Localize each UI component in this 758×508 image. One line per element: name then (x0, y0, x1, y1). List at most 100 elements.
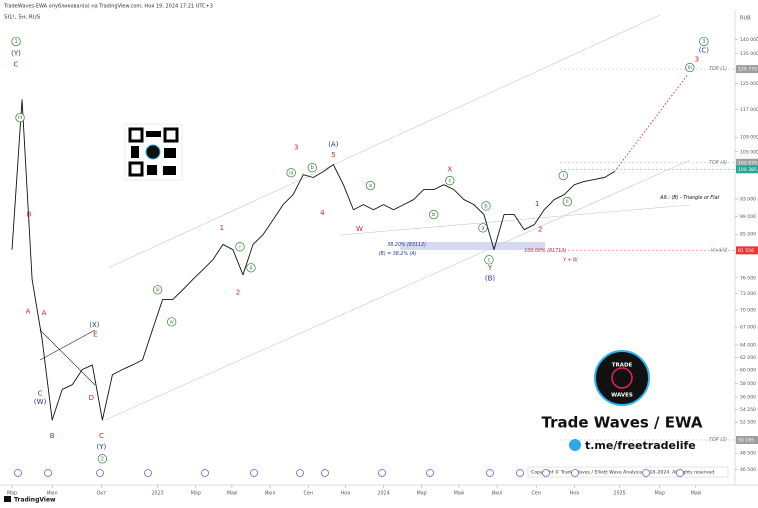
wave-circle (699, 36, 709, 47)
qr-finder (128, 161, 144, 177)
wave-label: 2 (101, 456, 104, 462)
event-marker (296, 469, 304, 477)
tv-logo (4, 496, 11, 502)
footer: TradingView (14, 497, 56, 504)
price-tag (736, 435, 758, 444)
wave-label: b (484, 203, 487, 209)
wave-label: 1 (14, 39, 17, 45)
copyright-box (527, 466, 729, 478)
event-marker (14, 469, 22, 477)
wave-circle (562, 197, 572, 207)
price-tag (736, 165, 758, 174)
event-markers (14, 469, 684, 477)
triangle-line (39, 329, 96, 386)
x-tick-label: Ноя (341, 491, 351, 497)
level-note: TOP (1) (709, 66, 727, 72)
wave-circle (152, 285, 163, 295)
price-tag (736, 246, 758, 255)
wave-circle (167, 317, 177, 327)
wave-label: D (89, 394, 94, 402)
wave-label: B (50, 432, 55, 440)
wave-label: A (26, 308, 31, 316)
wave-label: c (448, 178, 451, 184)
wave-label: A (42, 309, 47, 317)
y-tick-label: 67 000 (740, 325, 756, 331)
author-line: TradeWaves-EWA опубликовал(а) на Trading… (3, 4, 213, 10)
wave-label: iv (169, 319, 173, 325)
x-tick-label: Июл (47, 491, 58, 497)
wave-label: iii (688, 65, 692, 71)
y-tick-label: 76 000 (740, 275, 756, 281)
fib-zone (400, 242, 545, 250)
y-tick-label: 54 250 (740, 407, 756, 413)
wave-label: Alt.: (B) - Triangle or Flat (659, 195, 720, 201)
qr-finder (128, 127, 144, 143)
event-marker (426, 469, 434, 477)
wave-label: iii (289, 170, 293, 176)
wave-label: 3 (294, 144, 298, 152)
wave-label: a (481, 225, 484, 231)
x-tick-label: 2023 (152, 491, 164, 497)
y-tick-label: 93 000 (740, 197, 756, 203)
event-marker (542, 469, 550, 477)
channel-line (339, 204, 691, 236)
wave-label: C (99, 432, 104, 440)
x-tick-label: 2025 (613, 491, 625, 497)
wave-label: X (447, 166, 452, 174)
qr-dots (163, 166, 176, 175)
wave-label: (B) = 38.2% (A) (379, 251, 417, 257)
logo: TRADE WAVES (594, 350, 650, 406)
chart-title: SI1!, 5н, RUS (4, 15, 41, 21)
wave-circle (685, 62, 695, 73)
y-tick-label: 135 000 (740, 51, 758, 57)
wave-circle (365, 180, 376, 191)
y-tick-label: 58 000 (740, 381, 756, 387)
event-marker (378, 469, 386, 477)
qr-code (124, 123, 183, 181)
channel-line (104, 159, 691, 421)
projection-line (614, 74, 689, 172)
wave-label: b (311, 165, 314, 171)
event-marker (144, 469, 152, 477)
y-tick-label: 62 000 (740, 355, 756, 361)
wave-label: (B) (485, 274, 496, 282)
qr-finder (163, 127, 179, 143)
x-tick-label: Мар (417, 491, 427, 497)
wave-label: C (38, 390, 43, 398)
wave-label: (Y) (97, 443, 107, 451)
y-unit: RUB (740, 16, 751, 22)
wave-label: Y + W (563, 257, 578, 263)
wave-label: Y (487, 264, 493, 272)
logo-circle (594, 350, 650, 406)
wave-label: W (356, 225, 363, 233)
brand-title: Trade Waves / EWA (542, 414, 703, 432)
qr-dots (131, 146, 139, 158)
qr-dots (146, 131, 161, 137)
wave-label: C (14, 61, 19, 69)
y-tick-label: 109 000 (740, 135, 758, 141)
wave-label: i (239, 244, 240, 250)
price-tag-label: 81 556 (738, 248, 754, 254)
y-tick-label: 125 000 (740, 81, 758, 87)
wave-circle (481, 201, 491, 211)
y-tick-label: 117 000 (740, 107, 758, 113)
price-tag (736, 65, 758, 74)
wave-label: (X) (89, 321, 100, 329)
event-marker (642, 469, 650, 477)
wave-circle (445, 176, 455, 186)
qr-dots (164, 148, 176, 158)
logo-text: WAVES (611, 393, 633, 399)
wave-label: ii (566, 199, 569, 205)
brand-link[interactable]: t.me/freetradelife (585, 439, 696, 452)
x-tick-label: Сен (304, 491, 313, 497)
y-tick-label: 73 000 (740, 291, 756, 297)
wave-label: E (93, 331, 97, 339)
x-tick-label: Мар (655, 491, 665, 497)
event-marker (486, 469, 494, 477)
qr-logo (145, 144, 161, 160)
price-tag-label: 129 770 (738, 67, 757, 73)
wave-label: 2 (538, 226, 542, 234)
event-marker (321, 469, 329, 477)
y-tick-label: 140 000 (740, 37, 758, 43)
